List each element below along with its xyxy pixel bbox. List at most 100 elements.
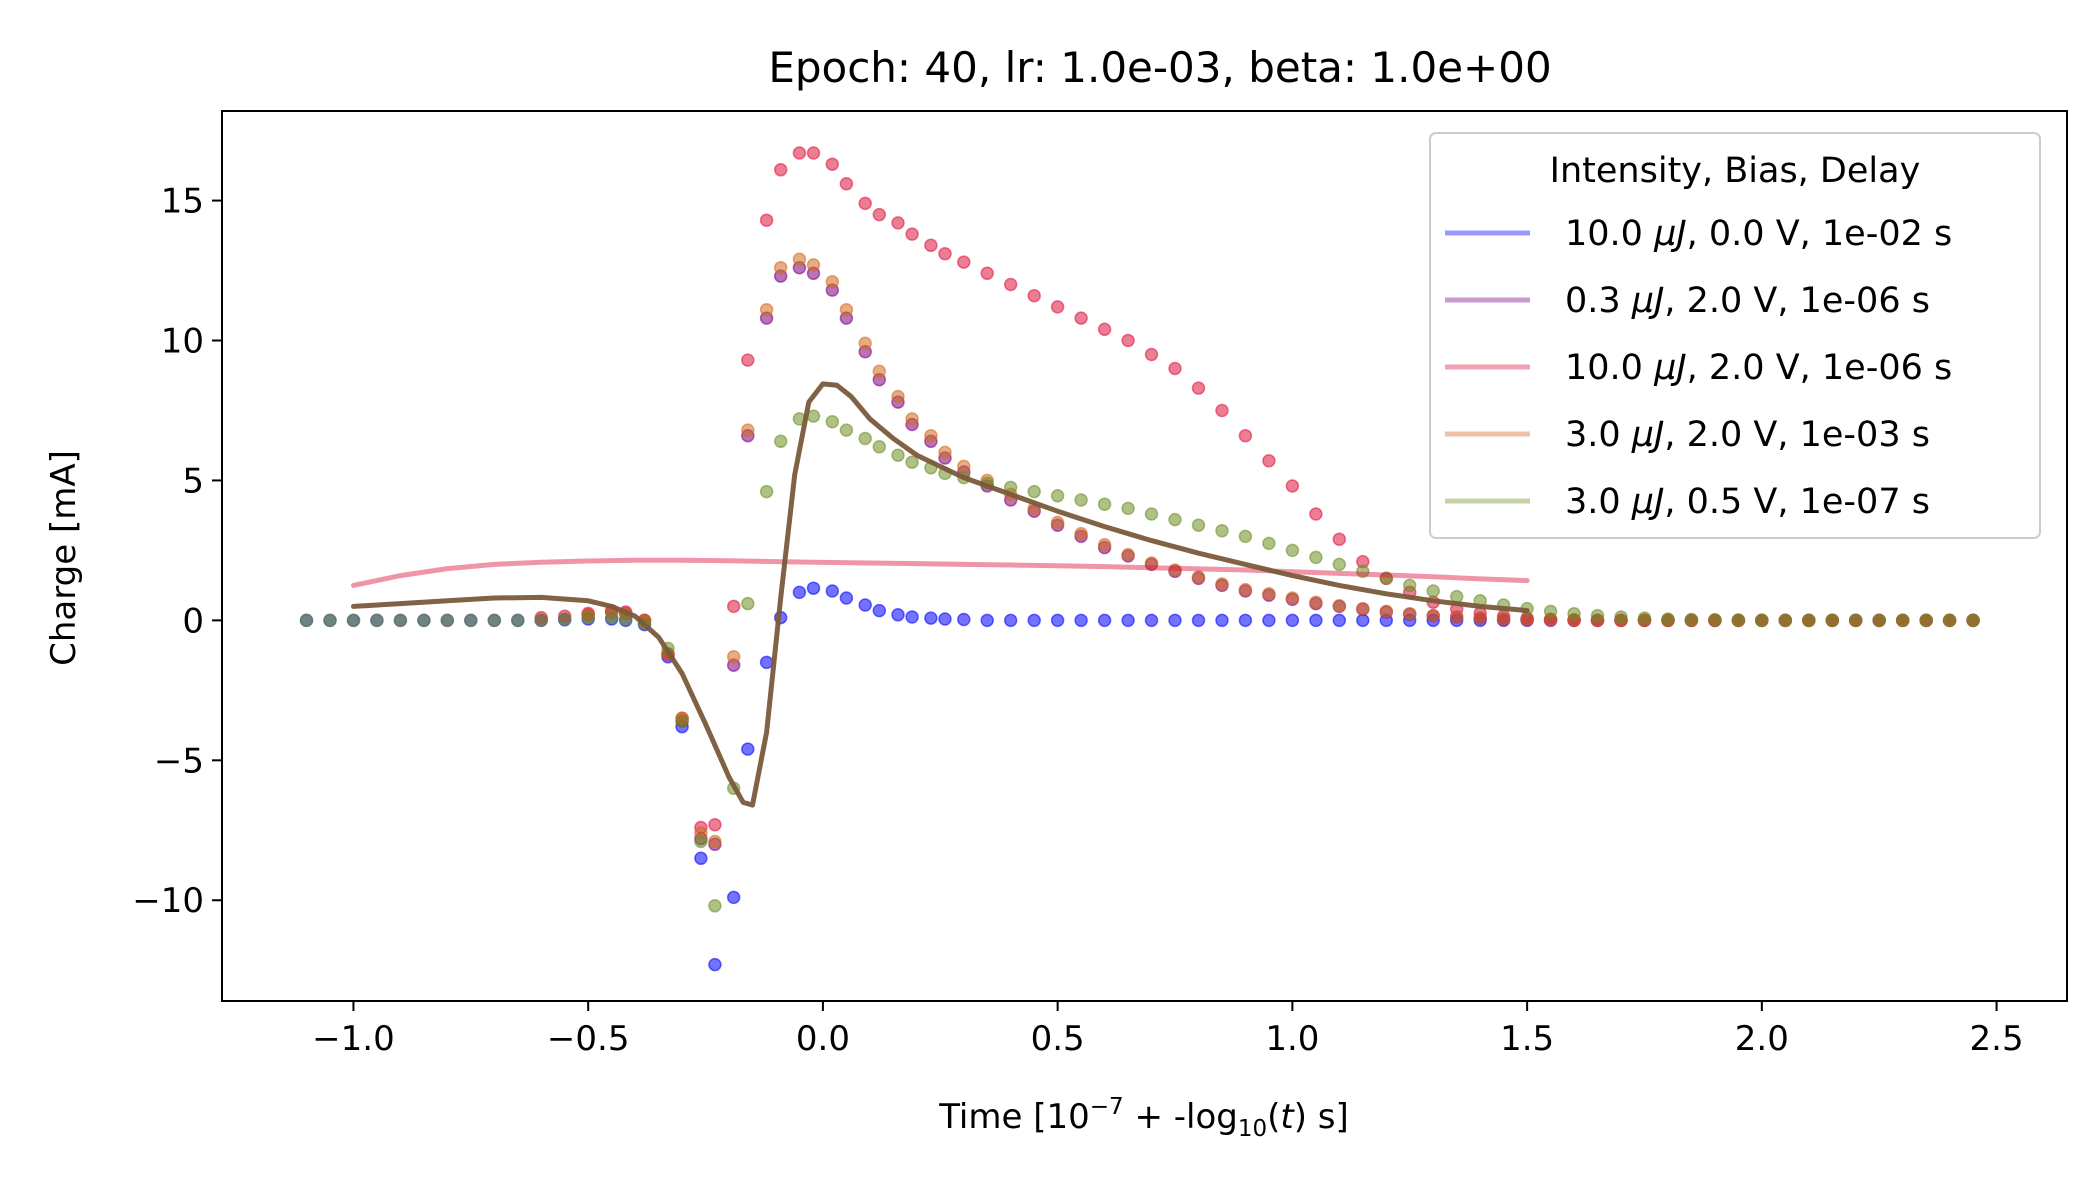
- legend-entry-label: 0.3 μJ, 2.0 V, 1e-06 s: [1565, 281, 1930, 321]
- data-point: [1332, 532, 1347, 546]
- data-point: [1356, 601, 1370, 616]
- data-point: [1191, 613, 1206, 628]
- data-point: [792, 585, 807, 600]
- data-point: [708, 817, 722, 832]
- data-point: [1027, 484, 1041, 499]
- axes-frame: [221, 110, 2068, 1002]
- data-point: [741, 353, 755, 367]
- data-point: [792, 146, 807, 160]
- data-point: [1473, 611, 1487, 625]
- data-point: [346, 613, 361, 628]
- data-point: [675, 714, 689, 728]
- data-point: [806, 146, 821, 160]
- data-point: [1309, 613, 1323, 628]
- data-point: [1074, 493, 1088, 507]
- y-tick-label: −10: [132, 881, 204, 921]
- data-point: [858, 431, 872, 446]
- data-point: [1191, 381, 1206, 395]
- data-point: [905, 227, 919, 241]
- y-tick-label: 5: [182, 461, 204, 501]
- x-axis-label: Time [10−7 + -log10(t) s]: [938, 1094, 1349, 1142]
- data-point: [1097, 613, 1112, 628]
- data-point: [581, 610, 595, 625]
- data-point: [825, 414, 840, 429]
- data-point: [440, 613, 455, 628]
- data-point: [1121, 333, 1135, 348]
- data-point: [924, 611, 938, 625]
- data-point: [1027, 613, 1041, 628]
- legend-title: Intensity, Bias, Delay: [1550, 151, 1921, 191]
- data-point: [1121, 547, 1135, 562]
- data-point: [1238, 582, 1253, 597]
- data-point: [1567, 606, 1581, 621]
- data-point: [872, 440, 887, 454]
- data-point: [905, 455, 919, 469]
- data-point: [741, 742, 755, 756]
- legend-entries: 10.0 μJ, 0.0 V, 1e-02 s 0.3 μJ, 2.0 V, 1e…: [1445, 214, 1952, 522]
- x-tick-label: 2.5: [1970, 1019, 2024, 1059]
- data-point: [694, 834, 708, 849]
- data-point: [759, 484, 774, 499]
- data-point: [726, 599, 741, 614]
- data-point: [708, 834, 722, 849]
- data-point: [839, 177, 854, 191]
- data-point: [1097, 322, 1112, 337]
- data-point: [1895, 613, 1910, 628]
- data-point: [891, 608, 905, 622]
- data-point: [1661, 612, 1675, 626]
- data-point: [1003, 613, 1018, 628]
- legend-frame: [1429, 132, 2041, 539]
- data-point: [905, 610, 919, 624]
- data-point: [1168, 361, 1182, 376]
- data-point: [924, 238, 938, 253]
- data-point: [806, 581, 821, 595]
- data-point: [393, 613, 408, 628]
- data-point: [1590, 608, 1605, 623]
- data-point: [891, 448, 905, 462]
- data-point: [1731, 613, 1746, 627]
- x-tick-label: 1.0: [1265, 1019, 1319, 1059]
- data-point: [1285, 543, 1300, 558]
- data-point: [1097, 497, 1112, 511]
- fit-curve-1: [351, 381, 1530, 808]
- data-point: [370, 613, 384, 628]
- data-point: [708, 899, 722, 913]
- y-tick-label: 15: [161, 182, 204, 222]
- data-point: [1496, 612, 1511, 626]
- data-point: [773, 163, 788, 177]
- x-tick-label: 1.5: [1500, 1019, 1554, 1059]
- data-point: [905, 412, 919, 426]
- data-point: [1402, 606, 1417, 621]
- data-point: [858, 196, 872, 211]
- data-point: [1121, 501, 1135, 516]
- data-point: [980, 266, 994, 281]
- chart-title: Epoch: 40, lr: 1.0e-03, beta: 1.0e+00: [768, 43, 1551, 92]
- data-point: [1168, 512, 1182, 527]
- data-point: [1168, 613, 1182, 628]
- data-point: [1426, 584, 1440, 598]
- data-point: [759, 302, 774, 317]
- data-point: [1144, 347, 1159, 362]
- data-point: [806, 258, 821, 272]
- data-point: [872, 207, 887, 222]
- data-point: [1684, 612, 1699, 627]
- data-point: [1050, 515, 1065, 530]
- data-point: [1168, 563, 1182, 577]
- data-point: [938, 246, 952, 261]
- data-point: [1942, 613, 1957, 628]
- data-point: [299, 613, 314, 628]
- data-point: [1285, 479, 1300, 493]
- data-point: [1309, 595, 1323, 609]
- data-point: [1426, 608, 1440, 623]
- data-point: [938, 445, 952, 460]
- data-point: [1872, 613, 1886, 628]
- data-point: [1121, 613, 1135, 628]
- data-point: [487, 613, 502, 628]
- data-point: [1191, 518, 1206, 532]
- data-point: [759, 655, 774, 670]
- data-point: [1003, 277, 1018, 292]
- data-point: [1050, 613, 1065, 628]
- data-point: [924, 428, 938, 443]
- data-point: [759, 213, 774, 227]
